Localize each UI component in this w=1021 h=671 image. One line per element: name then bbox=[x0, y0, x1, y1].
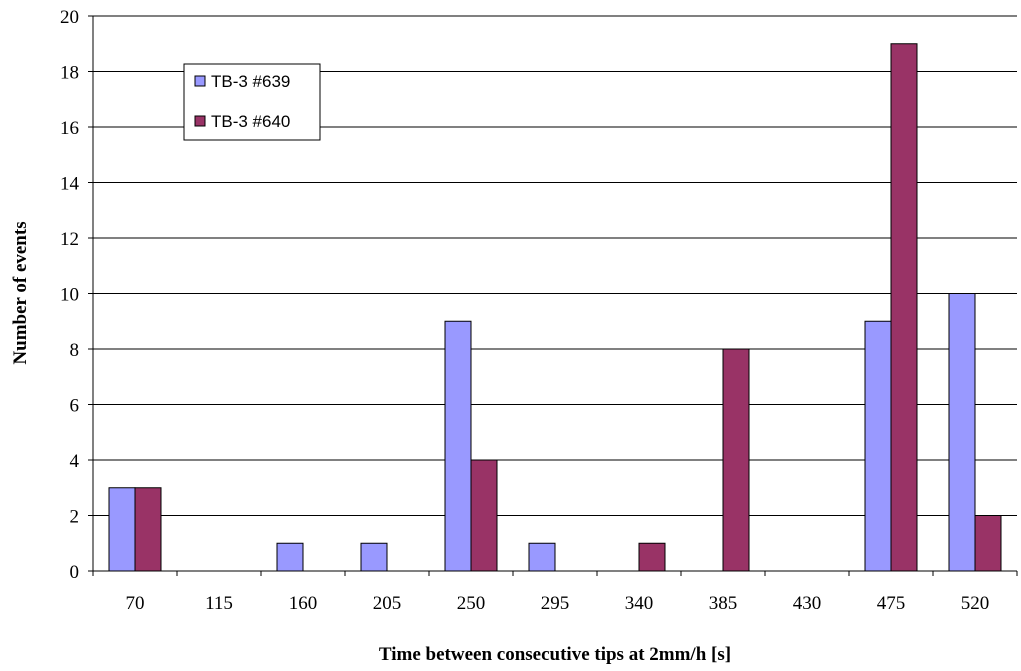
bar-series-0-295 bbox=[528, 542, 556, 572]
bar-series-1-475 bbox=[890, 43, 918, 572]
y-tick-label: 16 bbox=[60, 118, 79, 139]
legend-swatch-639 bbox=[194, 75, 206, 87]
y-tick-labels: 0 2 4 6 8 10 12 14 16 18 20 bbox=[60, 7, 80, 583]
gridlines bbox=[93, 15, 1017, 516]
legend-label-639: TB-3 #639 bbox=[211, 72, 290, 91]
bar-series-0-205 bbox=[360, 542, 388, 572]
y-tick-label: 18 bbox=[60, 63, 79, 84]
bar-series-1-250 bbox=[470, 459, 498, 572]
y-tick-label: 14 bbox=[60, 174, 80, 195]
x-tick-label: 250 bbox=[457, 593, 486, 614]
x-axis-title: Time between consecutive tips at 2mm/h [… bbox=[379, 644, 731, 665]
y-tick-label: 10 bbox=[60, 285, 79, 306]
x-tick-label: 205 bbox=[373, 593, 402, 614]
bar-series-0-70 bbox=[108, 487, 136, 572]
legend: TB-3 #639 TB-3 #640 bbox=[183, 63, 321, 141]
bar-series-1-520 bbox=[974, 515, 1002, 572]
y-tick-label: 12 bbox=[60, 229, 79, 250]
y-tick-label: 2 bbox=[70, 507, 80, 528]
x-tick-label: 115 bbox=[205, 593, 233, 614]
legend-label-640: TB-3 #640 bbox=[211, 112, 290, 131]
bar-series-1-340 bbox=[638, 542, 666, 572]
x-tick-label: 70 bbox=[126, 593, 145, 614]
bar-series-0-475 bbox=[864, 320, 892, 572]
axes bbox=[88, 15, 1018, 576]
x-tick-label: 475 bbox=[877, 593, 906, 614]
x-tick-label: 295 bbox=[541, 593, 570, 614]
bar-series-0-520 bbox=[948, 293, 976, 572]
legend-box bbox=[183, 63, 321, 141]
y-tick-label: 20 bbox=[60, 7, 79, 28]
x-tick-label: 430 bbox=[793, 593, 822, 614]
x-tick-labels: 70 115 160 205 250 295 340 385 430 475 520 bbox=[126, 593, 990, 614]
bar-series-0-250 bbox=[444, 320, 472, 572]
bar-series-0-160 bbox=[276, 542, 304, 572]
x-tick-label: 520 bbox=[961, 593, 990, 614]
legend-swatch-640 bbox=[194, 115, 206, 127]
y-axis-title: Number of events bbox=[10, 221, 31, 364]
x-tick-label: 160 bbox=[289, 593, 318, 614]
y-tick-label: 0 bbox=[70, 562, 80, 583]
y-tick-label: 8 bbox=[70, 340, 80, 361]
bar-series-1-385 bbox=[722, 348, 750, 572]
x-tick-label: 385 bbox=[709, 593, 738, 614]
y-tick-label: 4 bbox=[70, 451, 80, 472]
bar-series-1-70 bbox=[134, 487, 162, 572]
x-tick-label: 340 bbox=[625, 593, 654, 614]
bars bbox=[108, 43, 1002, 572]
y-tick-label: 6 bbox=[70, 396, 80, 417]
